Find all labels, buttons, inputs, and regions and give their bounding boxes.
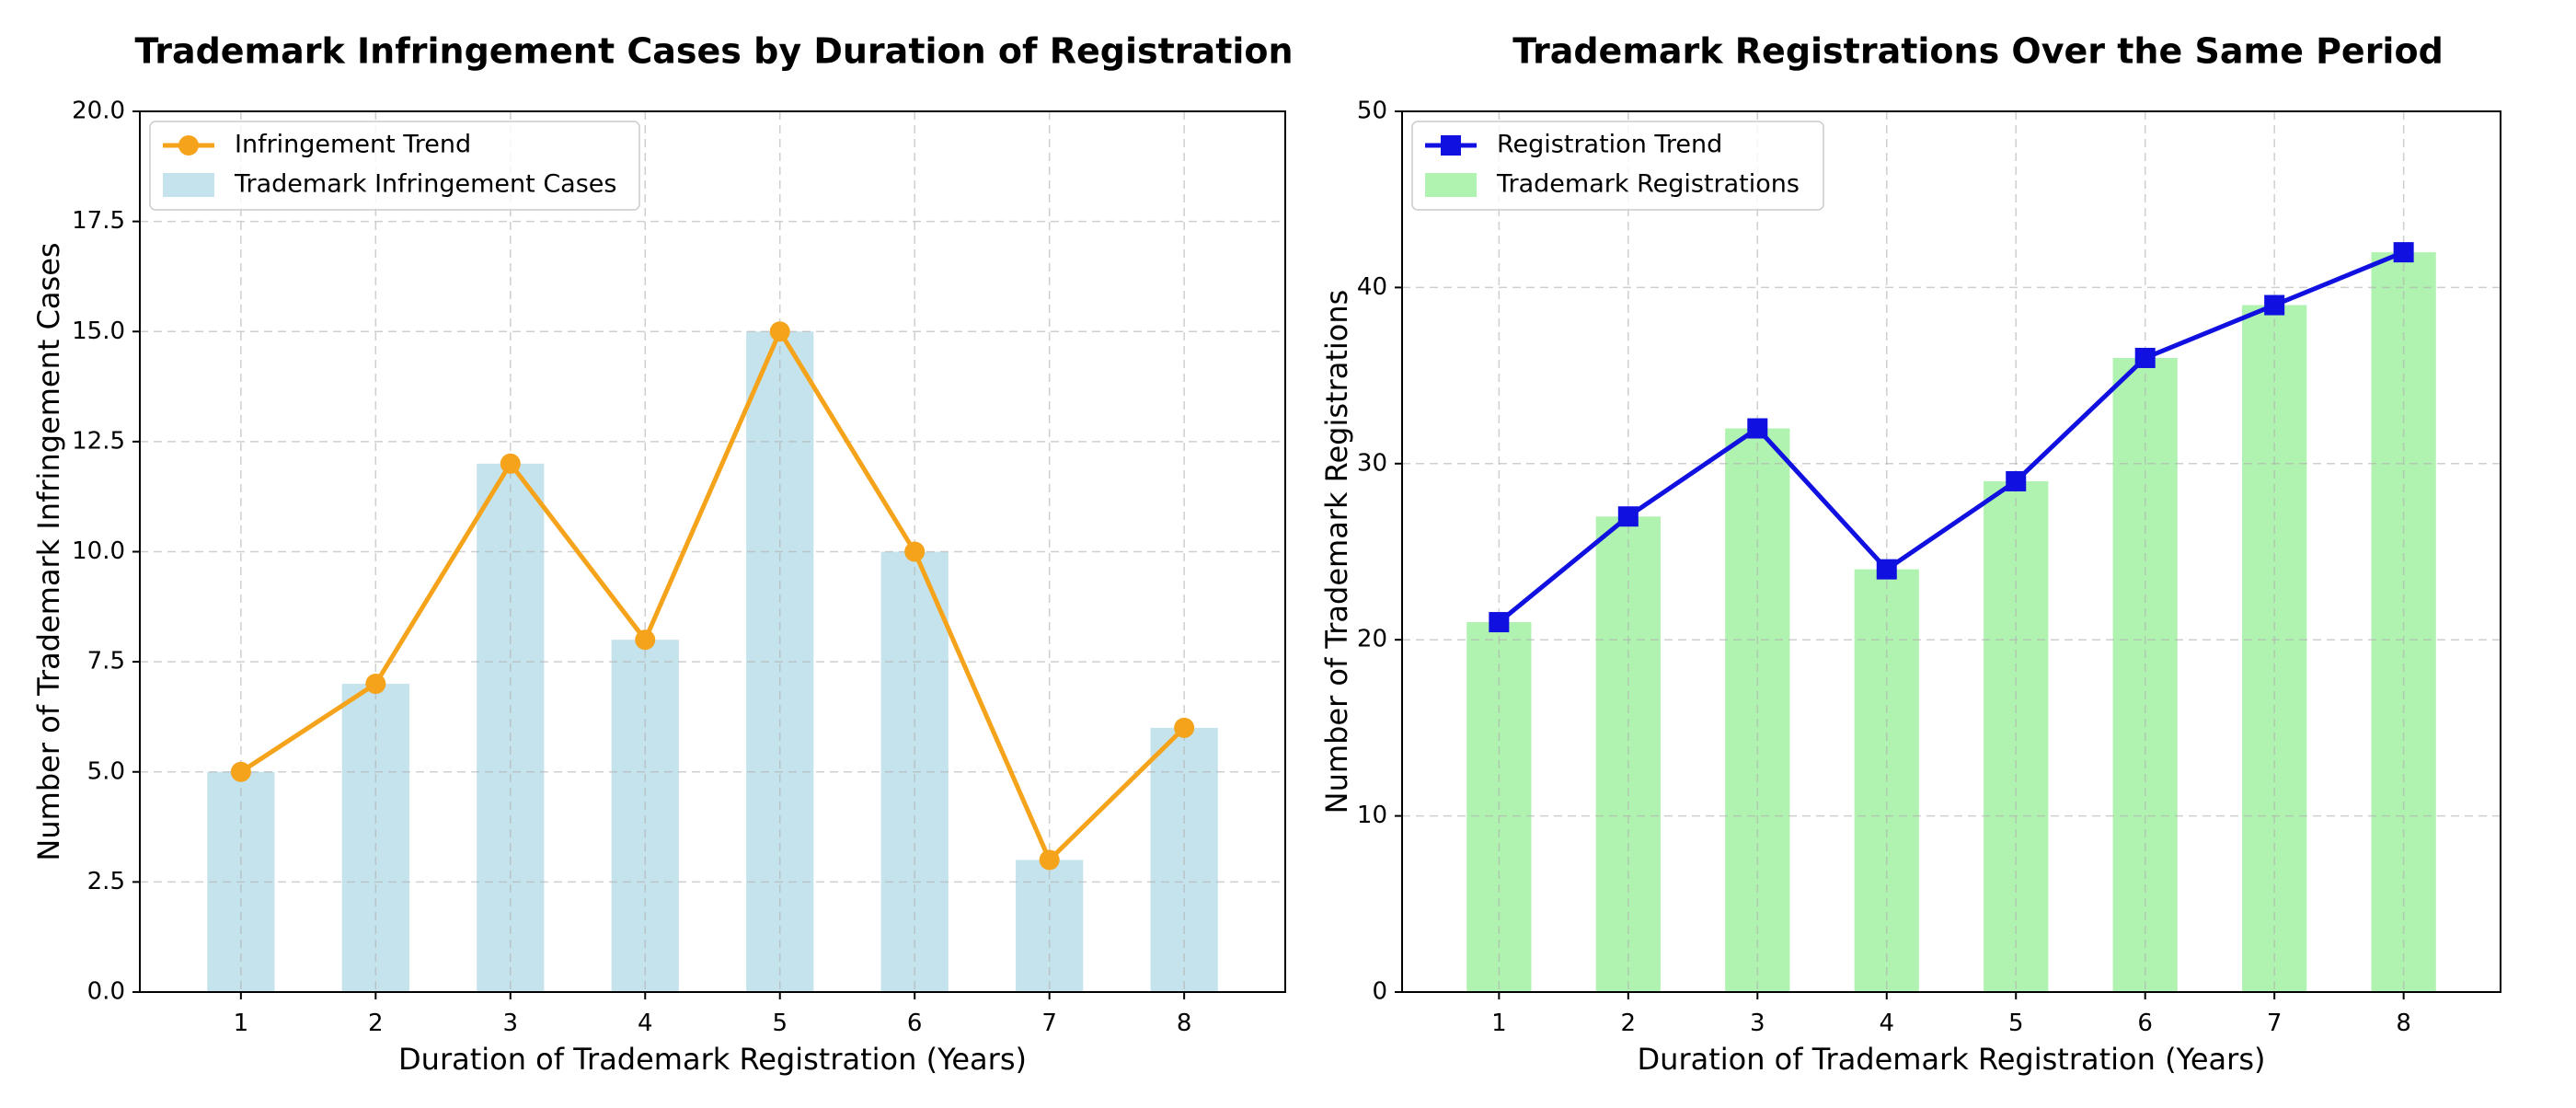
y-tick-label: 15.0	[72, 317, 125, 345]
y-tick-label: 5.0	[87, 757, 125, 785]
trend-point-6	[2134, 347, 2156, 368]
trend-point-5	[2006, 470, 2027, 491]
x-tick-label: 6	[2137, 1010, 2153, 1037]
y-axis-label: Number of Trademark Registrations	[1319, 290, 1354, 814]
y-tick-label: 12.5	[72, 427, 125, 455]
x-axis-label: Duration of Trademark Registration (Year…	[1638, 1042, 2266, 1077]
legend-label-bars: Trademark Registrations	[1496, 170, 1800, 199]
legend-swatch-bar	[1425, 173, 1477, 197]
trend-point-7	[1039, 849, 1060, 871]
chart-title: Trademark Registrations Over the Same Pe…	[1512, 31, 2444, 72]
y-tick-label: 10	[1357, 802, 1387, 829]
chart-title: Trademark Infringement Cases by Duration…	[134, 31, 1293, 72]
y-tick-label: 40	[1357, 273, 1387, 301]
trend-point-1	[1489, 612, 1510, 633]
legend: Registration Trend Trademark Registration…	[1411, 121, 1824, 211]
trend-point-4	[635, 629, 656, 651]
legend-label-trend: Infringement Trend	[235, 131, 471, 159]
y-tick-label: 10.0	[72, 537, 125, 565]
x-tick-label: 8	[2396, 1010, 2411, 1037]
trend-line	[1497, 249, 2405, 624]
chart-1: Trademark Infringement Cases by Duration…	[31, 31, 1294, 1078]
x-tick-label: 8	[1177, 1010, 1192, 1037]
legend: Infringement Trend Trademark Infringement…	[149, 121, 640, 211]
trend-point-7	[2264, 294, 2285, 316]
y-tick-label: 17.5	[72, 207, 125, 235]
trend-point-4	[1876, 559, 1897, 580]
x-tick-label: 5	[772, 1010, 788, 1037]
x-tick-label: 2	[1621, 1010, 1637, 1037]
y-tick-label: 0	[1372, 978, 1387, 1006]
y-tick-label: 2.5	[87, 868, 125, 895]
trend-point-3	[1747, 418, 1768, 439]
y-tick-label: 50	[1357, 98, 1387, 125]
y-tick-label: 7.5	[87, 648, 125, 675]
x-tick-label: 1	[1491, 1010, 1507, 1037]
trend-point-1	[230, 761, 251, 782]
x-tick-label: 5	[2008, 1010, 2024, 1037]
x-tick-label: 7	[1041, 1010, 1057, 1037]
trend-point-3	[500, 453, 521, 474]
y-tick-label: 20	[1357, 626, 1387, 653]
trend-point-6	[904, 541, 926, 562]
x-tick-label: 4	[638, 1010, 653, 1037]
trend-point-2	[365, 674, 386, 695]
legend-box	[1411, 121, 1824, 211]
trend-line	[239, 329, 1186, 862]
legend-swatch-marker	[1441, 135, 1461, 156]
trend-point-2	[1617, 506, 1639, 527]
legend-label-trend: Registration Trend	[1497, 131, 1722, 159]
chart-2: Trademark Registrations Over the Same Pe…	[1319, 31, 2501, 1077]
trend-point-8	[2393, 242, 2414, 263]
x-axis-label: Duration of Trademark Registration (Year…	[398, 1042, 1027, 1077]
x-tick-label: 2	[368, 1010, 384, 1037]
y-tick-label: 30	[1357, 449, 1387, 477]
x-tick-label: 1	[234, 1010, 249, 1037]
legend-label-bars: Trademark Infringement Cases	[234, 170, 616, 199]
legend-swatch-marker	[178, 135, 199, 156]
y-tick-label: 0.0	[87, 978, 125, 1006]
legend-swatch-bar	[163, 173, 214, 197]
y-tick-label: 20.0	[72, 98, 125, 125]
trend-point-5	[769, 321, 790, 342]
plot-frame	[1401, 110, 2501, 993]
y-axis-label: Number of Trademark Infringement Cases	[31, 242, 66, 860]
trend-point-8	[1174, 717, 1195, 738]
bar-6	[2112, 357, 2178, 993]
legend-box	[149, 121, 640, 211]
x-tick-label: 4	[1879, 1010, 1894, 1037]
x-tick-label: 7	[2267, 1010, 2283, 1037]
x-tick-label: 3	[1750, 1010, 1765, 1037]
x-tick-label: 6	[907, 1010, 923, 1037]
x-tick-label: 3	[503, 1010, 519, 1037]
